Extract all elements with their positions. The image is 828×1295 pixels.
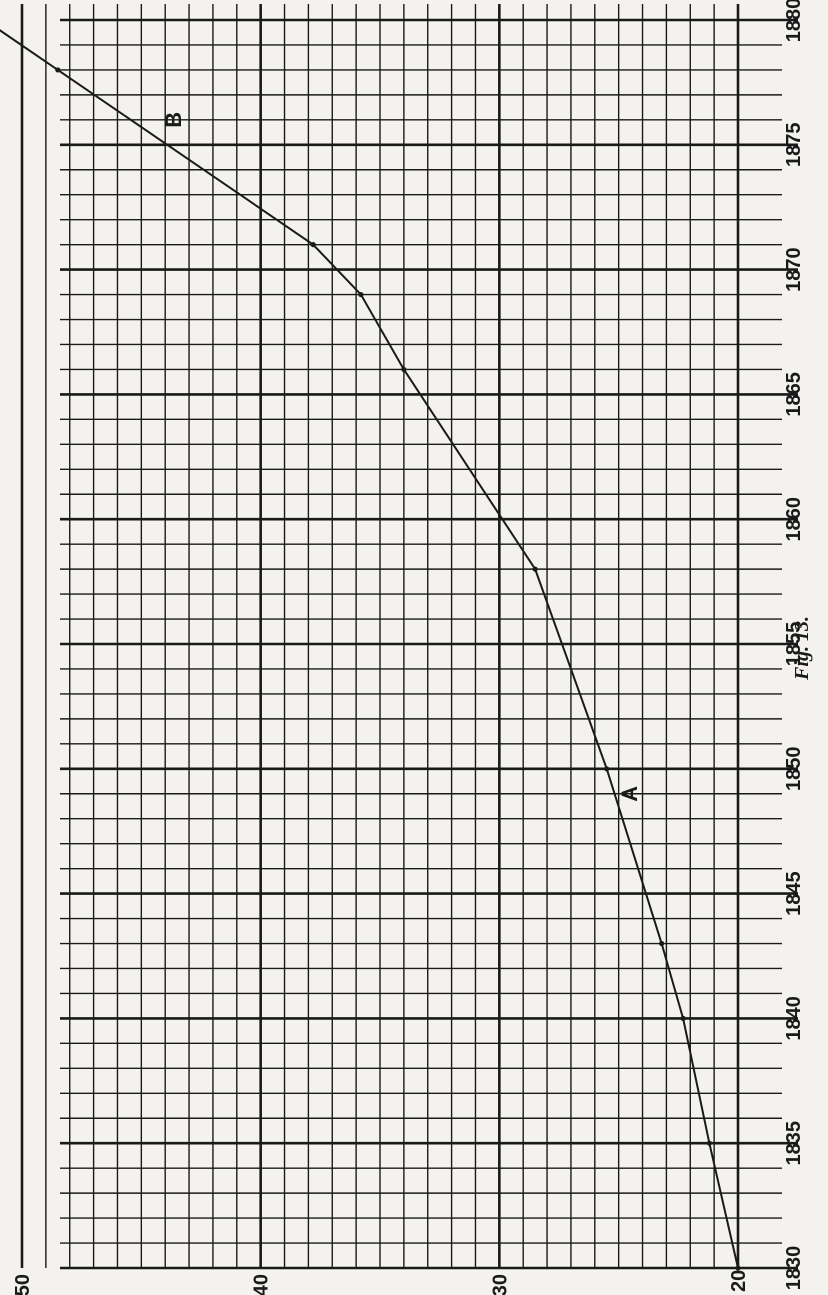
point-label: B <box>161 112 186 128</box>
data-point <box>310 242 316 248</box>
data-point <box>401 366 407 373</box>
x-tick-label: 1855 <box>783 622 805 667</box>
x-tick-label: 1870 <box>783 247 805 292</box>
x-tick-label: 1840 <box>783 996 805 1041</box>
data-point <box>604 766 610 772</box>
data-point <box>358 291 364 298</box>
series <box>0 29 741 1271</box>
y-tick-label: 20 <box>728 1270 750 1292</box>
x-tick-label: 1875 <box>783 123 805 168</box>
data-point <box>532 566 538 572</box>
x-tick-label: 1880 <box>783 0 805 42</box>
figure-caption: Fig. 13. <box>791 616 813 681</box>
y-tick-label: 50 <box>12 1274 34 1295</box>
data-point <box>55 67 61 73</box>
x-tick-label: 1845 <box>783 871 805 916</box>
point-labels: AB <box>161 112 642 802</box>
axis-ticks: 1830 1835 1840 1845 1850 1855 1860 1865 1870 1875… <box>12 0 805 1295</box>
x-tick-label: 1830 <box>783 1246 805 1291</box>
data-point <box>735 1265 741 1271</box>
x-tick-label: 1835 <box>783 1121 805 1166</box>
data-point <box>680 1015 686 1022</box>
series-line <box>0 29 739 1269</box>
data-point <box>659 940 665 947</box>
x-tick-label: 1850 <box>783 747 805 792</box>
point-label: A <box>617 786 642 802</box>
x-tick-label: 1860 <box>783 497 805 542</box>
data-point <box>706 1140 712 1146</box>
grid <box>20 4 798 1270</box>
x-tick-label: 1865 <box>783 372 805 417</box>
y-tick-label: 30 <box>489 1274 511 1295</box>
y-tick-label: 40 <box>251 1274 273 1295</box>
